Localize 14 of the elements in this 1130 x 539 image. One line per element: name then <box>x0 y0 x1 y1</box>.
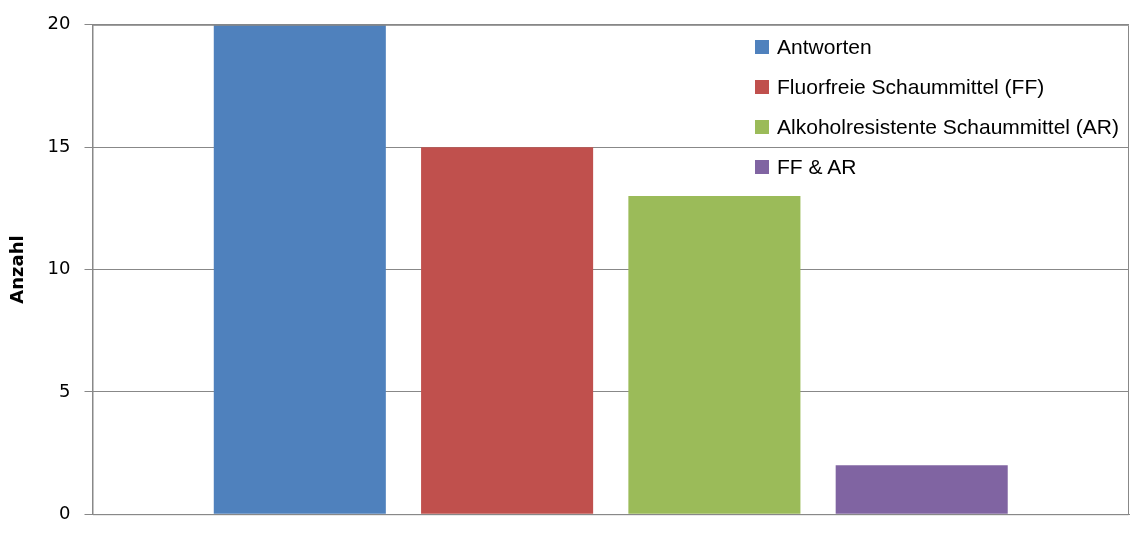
bar <box>421 147 594 514</box>
y-tick-label: 5 <box>59 379 71 401</box>
y-axis-title: Anzahl <box>6 235 28 304</box>
legend-label: FF & AR <box>777 154 857 179</box>
y-tick-label: 20 <box>47 12 71 34</box>
legend-label: Fluorfreie Schaummittel (FF) <box>777 74 1045 99</box>
y-tick-label: 15 <box>47 134 71 156</box>
legend-label: Antworten <box>777 34 872 59</box>
legend-label: Alkoholresistente Schaummittel (AR) <box>777 114 1119 139</box>
bar <box>835 465 1008 514</box>
y-tick-label: 0 <box>59 501 71 523</box>
bar <box>628 196 801 514</box>
y-tick-label: 10 <box>47 257 71 279</box>
bar <box>213 24 386 514</box>
